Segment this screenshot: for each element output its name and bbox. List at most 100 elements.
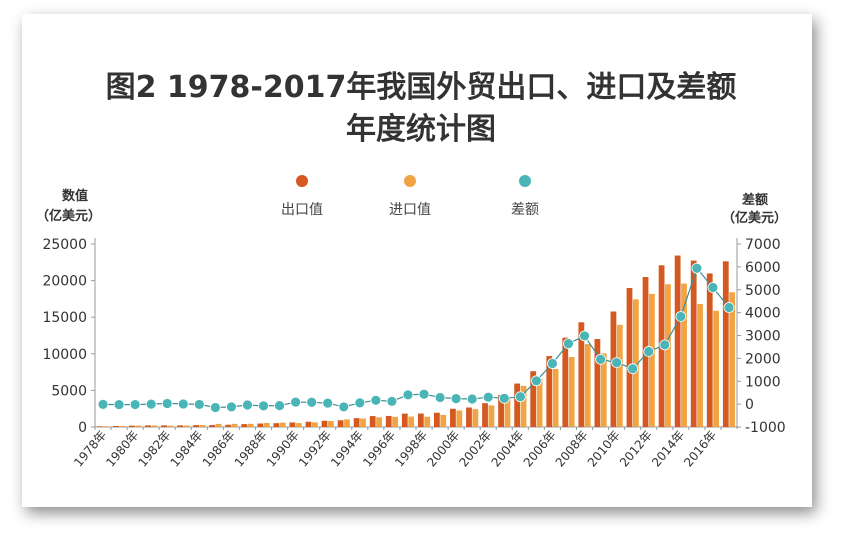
export-bar	[466, 407, 472, 427]
import-bar	[408, 416, 415, 427]
import-bar	[279, 422, 286, 427]
export-bar	[369, 416, 376, 427]
import-bar	[616, 324, 623, 427]
export-bar	[482, 403, 488, 427]
balance-point	[290, 396, 302, 408]
balance-point	[434, 392, 446, 403]
x-tick-label: 2000年	[424, 428, 462, 470]
import-bar	[584, 344, 591, 427]
balance-point	[258, 400, 269, 412]
import-bar	[520, 385, 527, 427]
balance-point	[274, 400, 285, 412]
x-tick-label: 1980年	[103, 428, 141, 470]
export-bar	[578, 322, 585, 427]
import-bar	[729, 292, 736, 427]
export-bar	[177, 425, 183, 427]
export-bar	[401, 413, 408, 427]
import-bar	[536, 378, 543, 427]
balance-point	[177, 398, 189, 410]
right-tick-label: 5000	[745, 283, 781, 299]
balance-point	[595, 353, 606, 365]
balance-point	[450, 393, 462, 405]
left-tick-label: 25000	[42, 237, 87, 253]
balance-point	[482, 391, 494, 403]
export-bar	[530, 371, 537, 427]
legend-label-balance: 差额	[511, 202, 539, 218]
right-tick-label: 2000	[745, 351, 781, 367]
right-tick-label: -1000	[745, 420, 786, 436]
import-bar	[504, 396, 511, 427]
import-bar	[488, 405, 495, 427]
balance-point	[113, 399, 125, 410]
export-bar	[145, 425, 151, 427]
right-axis-label-line2: （亿美元）	[722, 210, 787, 226]
right-tick-label: 7000	[745, 237, 781, 253]
x-tick-label: 2004年	[489, 428, 527, 470]
export-bar	[129, 425, 135, 427]
x-tick-label: 1984年	[168, 428, 206, 470]
legend-swatch-export	[296, 175, 308, 187]
right-tick-label: 3000	[745, 329, 781, 345]
x-tick-label: 1992年	[296, 428, 334, 470]
left-tick-label: 10000	[42, 347, 87, 363]
balance-point	[547, 358, 558, 369]
import-bar	[392, 416, 399, 427]
import-bar	[552, 369, 559, 427]
right-axis-label-line1: 差额	[742, 192, 768, 208]
x-tick-label: 1982年	[135, 428, 173, 470]
balance-line	[102, 267, 730, 409]
x-tick-label: 1994年	[328, 428, 366, 470]
balance-point	[675, 311, 687, 322]
right-tick-label: 0	[745, 397, 754, 413]
balance-point	[226, 401, 237, 413]
left-tick-label: 15000	[42, 310, 87, 326]
export-bar	[433, 412, 440, 427]
x-tick-label: 1990年	[264, 428, 302, 470]
export-bar	[706, 273, 713, 427]
x-tick-label: 1998年	[392, 428, 430, 470]
import-bar	[456, 410, 463, 427]
x-tick-label: 2010年	[585, 428, 623, 470]
export-bar	[112, 425, 119, 427]
x-tick-label: 2014年	[649, 428, 687, 470]
import-bar	[199, 424, 206, 427]
export-bar	[289, 422, 296, 427]
x-tick-label: 1978年	[71, 428, 109, 470]
import-bar	[119, 425, 126, 427]
legend-label-import: 进口值	[389, 202, 431, 218]
import-bar	[344, 419, 350, 427]
balance-point	[530, 375, 542, 387]
balance-point	[306, 396, 318, 408]
left-tick-label: 20000	[42, 274, 87, 290]
export-bar	[417, 413, 424, 427]
export-bar	[450, 408, 456, 427]
x-tick-label: 1988年	[232, 428, 270, 470]
import-bar	[713, 310, 720, 427]
balance-point	[129, 399, 141, 410]
balance-point	[563, 338, 574, 350]
balance-point	[418, 388, 430, 400]
import-bar	[135, 425, 142, 427]
import-bar	[360, 418, 366, 427]
x-tick-label: 2002年	[456, 428, 494, 470]
import-bar	[600, 353, 607, 427]
import-bar	[151, 425, 158, 427]
x-tick-label: 2012年	[617, 428, 655, 470]
chart-title: 图2 1978-2017年我国外贸出口、进口及差额	[105, 70, 737, 105]
left-axis-label-line1: 数值	[62, 188, 88, 204]
balance-point	[659, 339, 671, 351]
import-bar	[376, 417, 382, 427]
import-bar	[440, 414, 447, 427]
chart-subtitle: 年度统计图	[346, 112, 496, 147]
export-bar	[353, 418, 360, 427]
export-bar	[305, 421, 312, 427]
balance-point	[386, 395, 398, 407]
import-bar	[295, 423, 302, 427]
balance-point	[514, 391, 526, 403]
import-bar	[263, 422, 270, 427]
balance-point	[354, 397, 366, 409]
export-bar	[241, 424, 248, 427]
balance-point	[322, 397, 334, 409]
right-tick-label: 4000	[745, 306, 781, 322]
export-bar	[161, 425, 167, 427]
